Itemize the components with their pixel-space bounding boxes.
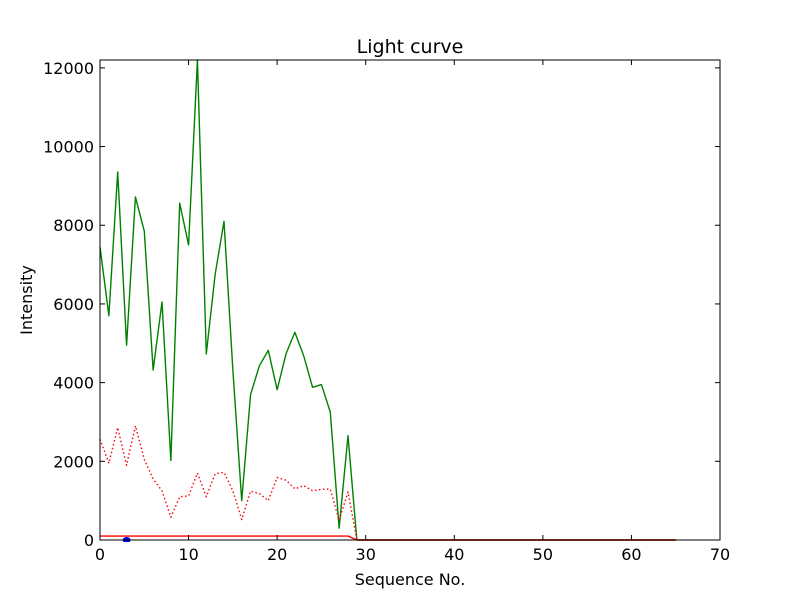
x-tick-label: 0 [95, 545, 105, 564]
y-tick-label: 12000 [43, 59, 94, 78]
y-tick-label: 0 [84, 531, 94, 550]
x-tick-label: 70 [710, 545, 730, 564]
x-tick-label: 30 [356, 545, 376, 564]
y-axis-label: Intensity [17, 265, 36, 335]
y-tick-label: 6000 [53, 295, 94, 314]
y-tick-label: 8000 [53, 216, 94, 235]
x-tick-label: 60 [621, 545, 641, 564]
y-tick-label: 10000 [43, 138, 94, 157]
plot-frame [99, 59, 721, 541]
x-axis-label: Sequence No. [355, 570, 466, 589]
x-tick-label: 20 [267, 545, 287, 564]
chart-title: Light curve [357, 36, 464, 58]
x-tick-label: 10 [178, 545, 198, 564]
y-tick-label: 2000 [53, 452, 94, 471]
x-tick-label: 40 [444, 545, 464, 564]
x-tick-label: 50 [533, 545, 553, 564]
axis-ticks: 0 10 20 30 40 50 60 70 0 2000 4000 6000 8000 10000 120… [43, 59, 730, 564]
y-tick-label: 4000 [53, 374, 94, 393]
